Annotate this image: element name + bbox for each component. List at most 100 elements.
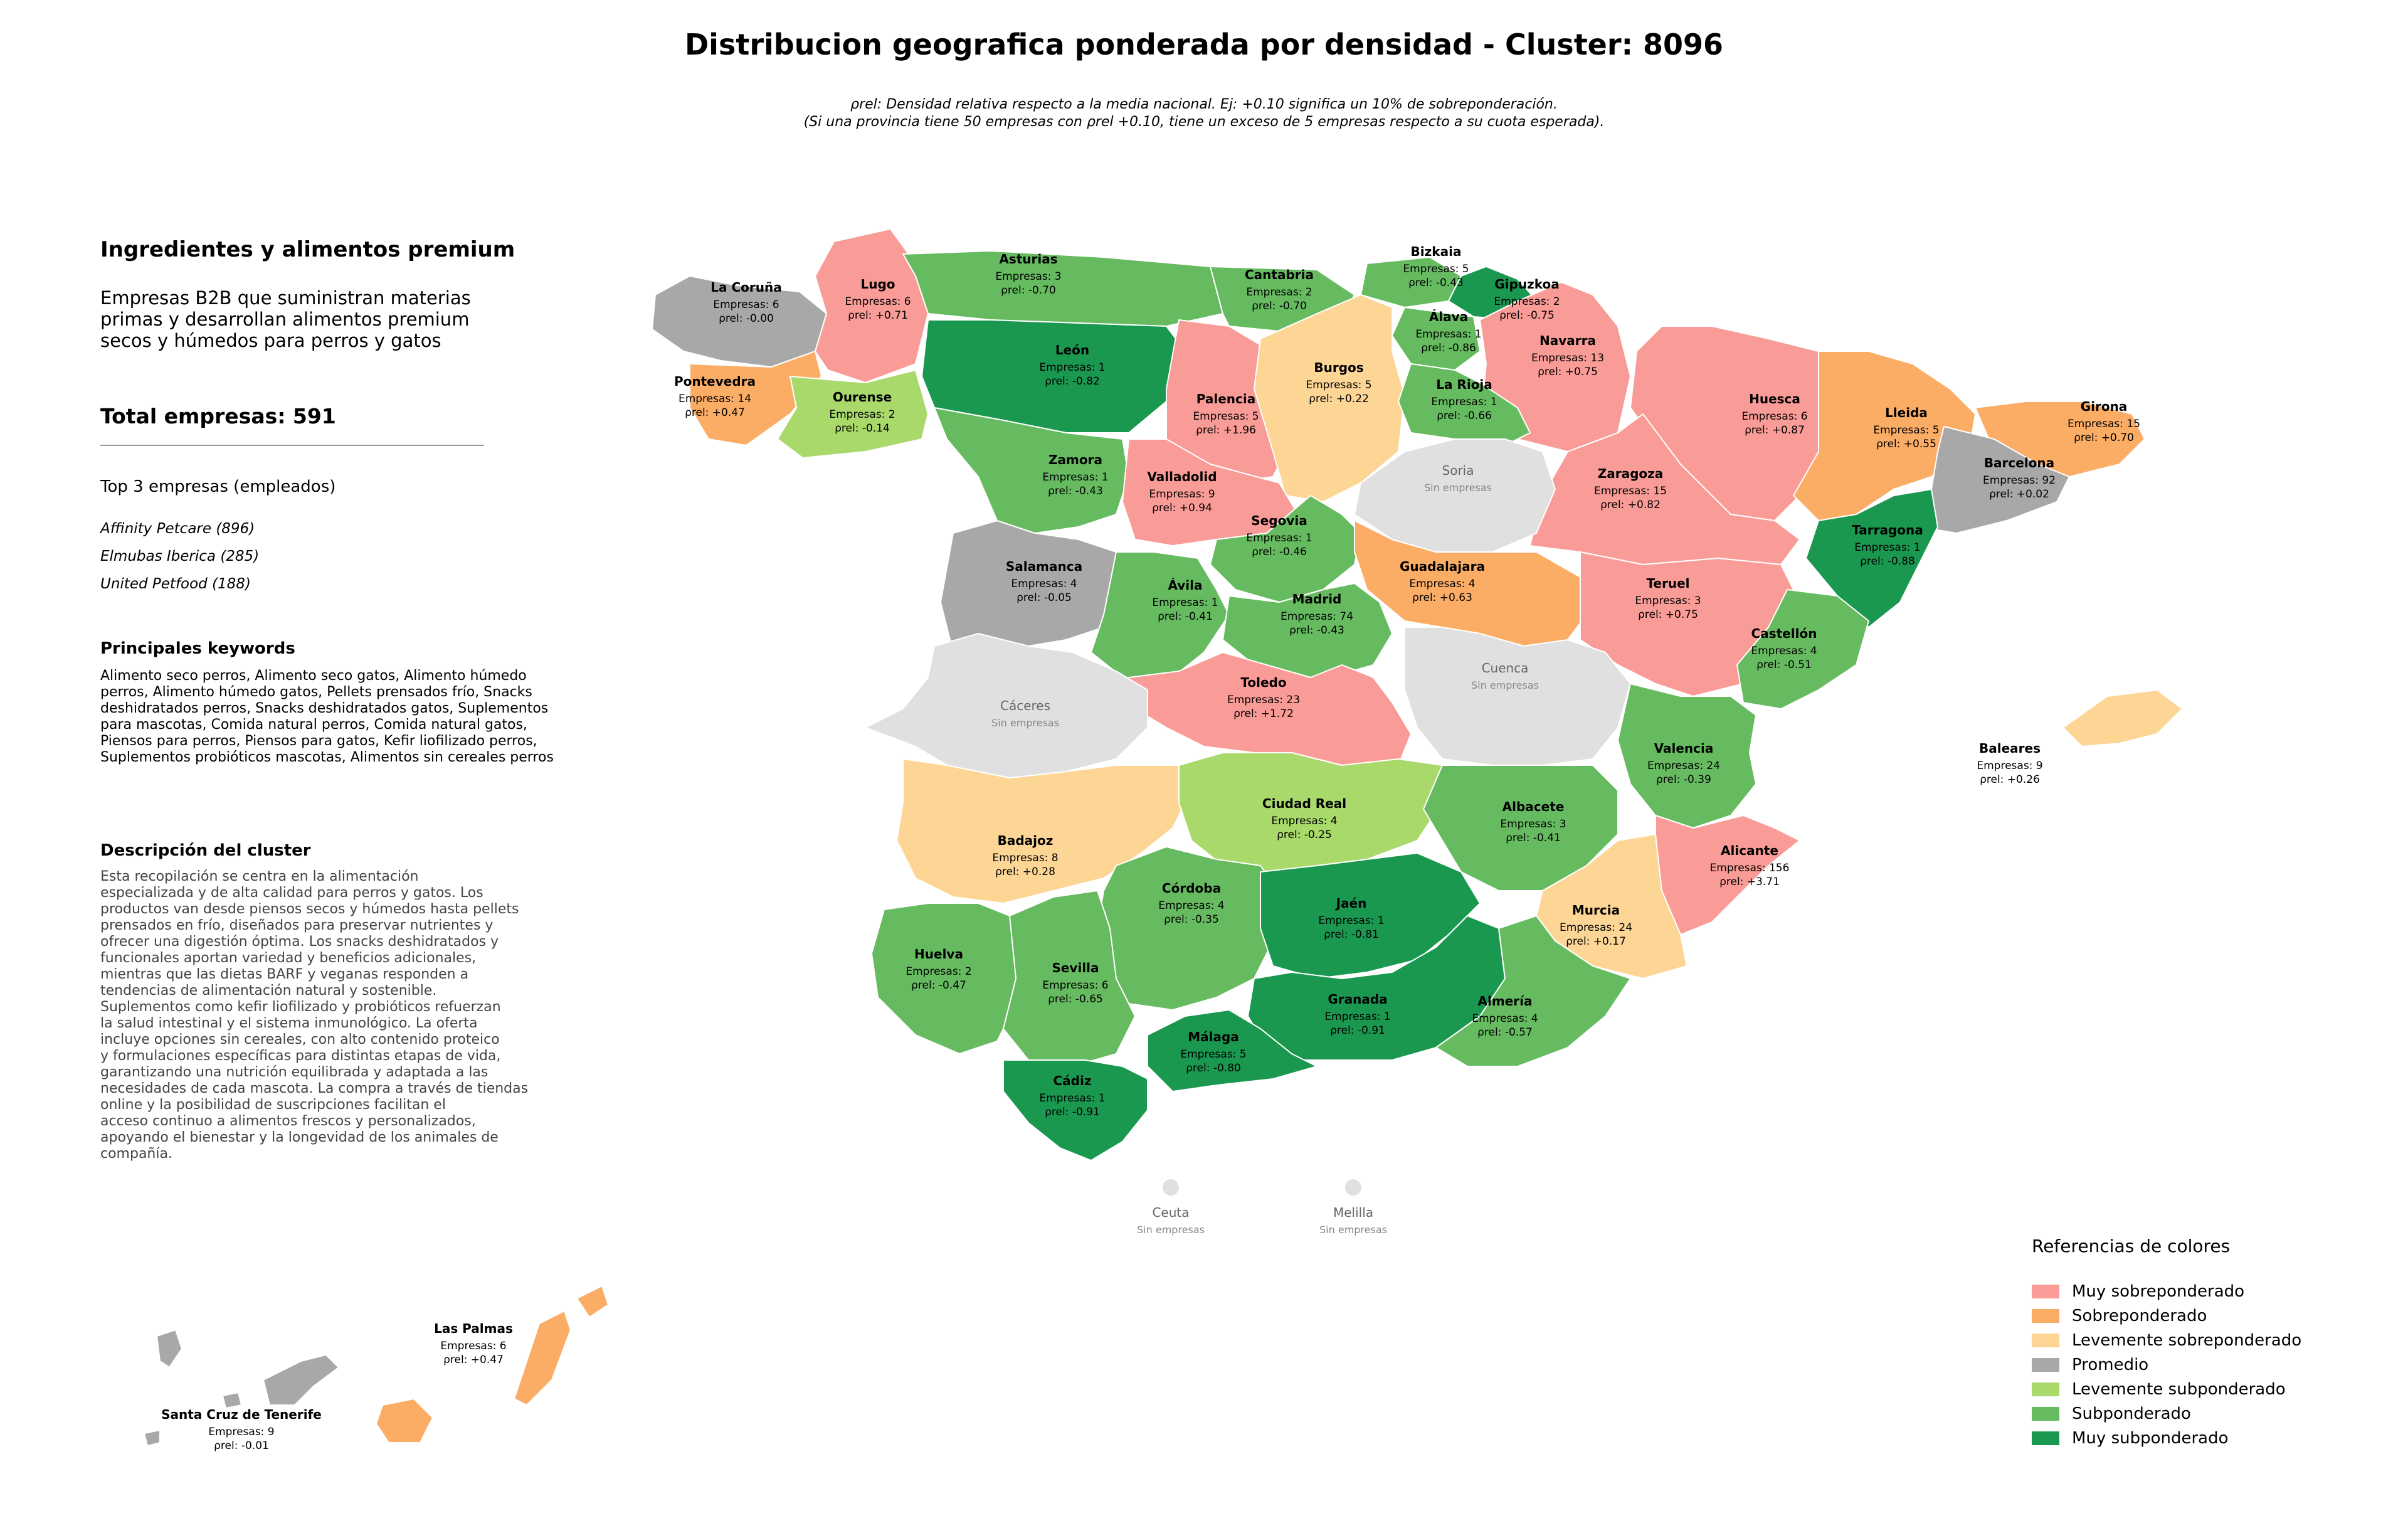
province-name: Palencia — [1196, 391, 1255, 406]
province-rho: ρrel: -0.39 — [1656, 773, 1711, 786]
province-count: Empresas: 6 — [440, 1340, 506, 1352]
province-name: Zamora — [1048, 452, 1102, 467]
legend-item: Levemente subponderado — [2032, 1377, 2383, 1401]
province-rho: ρrel: +0.47 — [685, 406, 745, 419]
province-name: Teruel — [1646, 576, 1689, 591]
legend-swatch — [2032, 1333, 2059, 1347]
chart-title: Distribucion geografica ponderada por de… — [685, 28, 1723, 61]
province-count: Empresas: 1 — [1042, 471, 1108, 484]
province-count: Empresas: 1 — [1415, 328, 1481, 341]
province-córdoba — [1097, 846, 1280, 1011]
province-no-data: Sin empresas — [991, 717, 1059, 729]
province-count: Empresas: 9 — [1149, 488, 1215, 501]
province-name: Ciudad Real — [1262, 796, 1346, 811]
province-name: Jaén — [1335, 896, 1367, 911]
top3-list: Affinity Petcare (896) Elmubas Iberica (… — [100, 515, 577, 598]
keywords-text: Alimento seco perros, Alimento seco gato… — [100, 668, 554, 765]
province-count: Empresas: 5 — [1193, 410, 1259, 423]
province-name: Alicante — [1721, 843, 1778, 858]
province-león — [921, 319, 1186, 433]
province-rho: ρrel: -0.00 — [719, 312, 774, 325]
province-rho: ρrel: +0.17 — [1566, 935, 1626, 948]
province-name: Álava — [1429, 309, 1468, 324]
province-name: Madrid — [1292, 592, 1342, 607]
province-rho: ρrel: -0.43 — [1408, 277, 1464, 289]
province-barcelona — [1918, 426, 2070, 534]
province-count: Empresas: 4 — [1271, 815, 1337, 827]
province-rho: ρrel: +0.47 — [443, 1354, 504, 1366]
province-rho: ρrel: -0.81 — [1324, 928, 1379, 941]
province-count: Empresas: 15 — [1594, 485, 1667, 497]
province-rho: ρrel: +0.70 — [2074, 432, 2134, 444]
province-las-palmas — [376, 1398, 433, 1443]
province-rho: ρrel: -0.80 — [1186, 1062, 1241, 1074]
province-name: Ceuta — [1152, 1205, 1189, 1220]
province-count: Empresas: 9 — [1977, 760, 2042, 772]
cluster-description-title: Descripción del cluster — [100, 841, 311, 860]
top3-item: Elmubas Iberica (285) — [100, 548, 260, 565]
province-count: Empresas: 23 — [1227, 694, 1300, 706]
province-name: Girona — [2081, 399, 2128, 414]
province-name: Melilla — [1333, 1205, 1373, 1220]
province-count: Empresas: 3 — [1635, 595, 1701, 607]
legend-swatch — [2032, 1382, 2059, 1396]
province-name: Barcelona — [1984, 455, 2054, 470]
province-name: Lleida — [1885, 405, 1928, 420]
province-name: Valladolid — [1147, 469, 1217, 484]
province-rho: ρrel: +0.28 — [995, 866, 1055, 878]
province-santa-cruz-de-tenerife — [144, 1430, 161, 1446]
legend-swatch — [2032, 1357, 2059, 1372]
cluster-description-text: Esta recopilación se centra en la alimen… — [100, 869, 529, 1162]
province-rho: ρrel: -0.57 — [1477, 1026, 1533, 1039]
province-zaragoza — [1529, 413, 1800, 565]
legend-swatch — [2032, 1284, 2059, 1298]
province-las-palmas — [514, 1310, 571, 1406]
province-name: Pontevedra — [674, 374, 756, 389]
province-name: Gipuzkoa — [1494, 277, 1559, 292]
province-name: Sevilla — [1052, 960, 1099, 975]
province-count: Empresas: 2 — [1246, 286, 1312, 299]
province-rho: ρrel: +0.94 — [1152, 502, 1212, 514]
province-name: Badajoz — [998, 833, 1054, 848]
province-rho: ρrel: -0.91 — [1330, 1024, 1385, 1037]
province-count: Empresas: 24 — [1647, 760, 1720, 772]
province-rho: ρrel: +0.75 — [1638, 608, 1698, 621]
province-name: La Rioja — [1436, 377, 1492, 392]
province-count: Empresas: 5 — [1306, 379, 1371, 391]
legend-item: Muy sobreponderado — [2032, 1279, 2383, 1303]
province-name: Cuenca — [1482, 661, 1529, 676]
province-rho: ρrel: +0.63 — [1412, 592, 1472, 604]
province-count: Empresas: 6 — [845, 295, 911, 308]
province-cádiz — [1003, 1059, 1148, 1161]
province-la-rioja — [1398, 363, 1531, 446]
province-málaga — [1147, 1009, 1318, 1092]
legend-item: Subponderado — [2032, 1401, 2383, 1426]
province-rho: ρrel: -0.41 — [1506, 832, 1561, 844]
province-castellón — [1736, 589, 1869, 709]
province-lleida — [1793, 351, 1976, 521]
province-name: Tarragona — [1852, 523, 1923, 538]
province-name: Murcia — [1572, 903, 1620, 918]
province-name: Las Palmas — [434, 1321, 513, 1336]
province-rho: ρrel: -0.43 — [1048, 485, 1103, 497]
province-soria — [1354, 438, 1556, 553]
province-count: Empresas: 5 — [1403, 263, 1469, 275]
province-name: Córdoba — [1162, 881, 1221, 896]
province-count: Empresas: 15 — [2067, 418, 2140, 430]
cluster-heading: Ingredientes y alimentos premium — [100, 237, 515, 262]
province-rho: ρrel: -0.88 — [1860, 555, 1915, 568]
province-name: Soria — [1442, 463, 1474, 478]
province-count: Empresas: 8 — [992, 852, 1058, 864]
province-name: La Coruña — [710, 280, 781, 295]
province-rho: ρrel: +0.55 — [1876, 438, 1936, 450]
province-cáceres — [865, 633, 1148, 778]
city-ceuta-marker — [1163, 1179, 1179, 1196]
province-rho: ρrel: +3.71 — [1719, 876, 1780, 888]
province-name: Cádiz — [1054, 1073, 1092, 1088]
province-baleares — [2062, 689, 2183, 747]
province-name: Castellón — [1751, 626, 1817, 641]
legend-item: Levemente sobreponderado — [2032, 1328, 2383, 1352]
province-alicante — [1655, 815, 1800, 935]
province-name: Baleares — [1979, 741, 2041, 756]
province-count: Empresas: 1 — [1431, 396, 1497, 408]
